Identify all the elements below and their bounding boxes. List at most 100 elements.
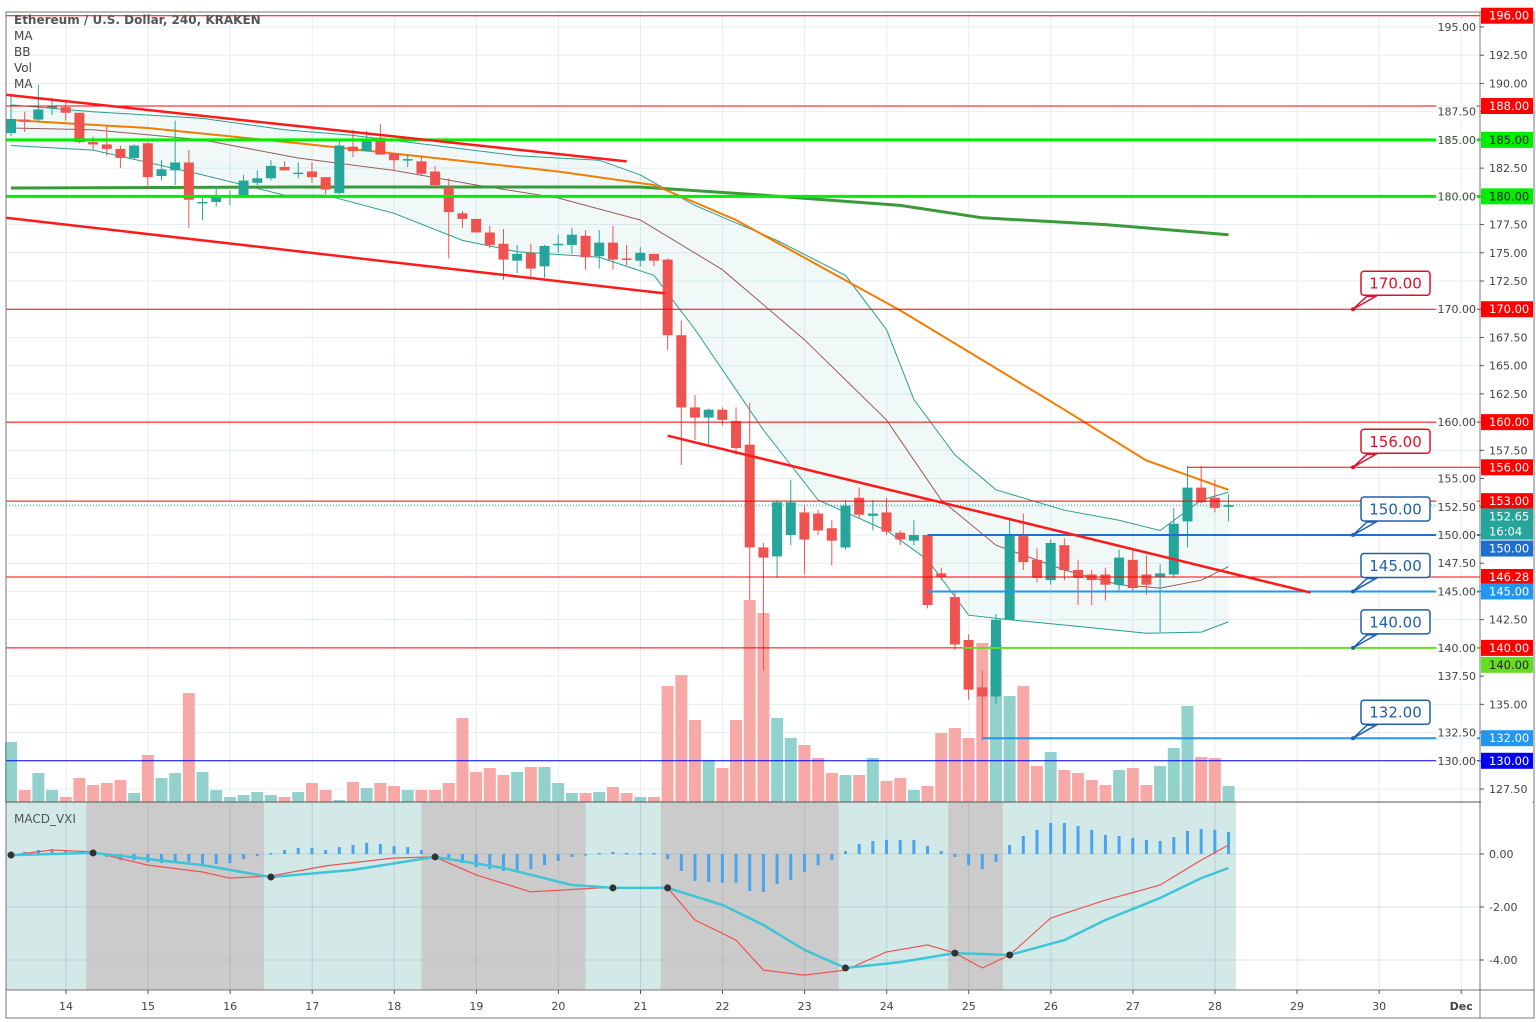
candle [197,197,208,221]
price-tick-label-bg [1436,471,1477,486]
candle [1100,567,1111,601]
candle-body [101,144,112,149]
macd-histogram-bar [953,854,957,857]
callout-label: 132.00 [1369,704,1422,722]
candle [731,407,742,455]
price-tick-label: 162.50 [1489,388,1528,401]
callout-box [1360,428,1431,455]
callout-box [1360,496,1431,522]
candle [183,150,194,228]
price-tick-label-bg [1436,499,1477,514]
candle-body [197,201,208,204]
volume-bar [1017,686,1030,802]
price-callout[interactable]: 145.00 [1351,552,1431,594]
candle [1223,494,1234,522]
macd-histogram-bar [939,851,943,854]
callout-pointer [1352,577,1379,593]
symbol-title[interactable]: Ethereum / U.S. Dollar, 240, KRAKEN [14,13,261,27]
volume-bar [114,780,127,802]
candle-body [799,512,810,540]
macd-histogram-bar [1185,830,1189,854]
volume-bar [347,782,359,802]
candle [1182,466,1193,548]
candle [1073,559,1084,605]
price-badge-label: 196.00 [1489,9,1529,23]
price-tick-label-bg [1436,669,1477,684]
macd-histogram-bar [748,854,752,892]
candle [525,243,536,278]
price-tick-label: 177.50 [1489,219,1528,232]
volume-bar [100,783,113,802]
price-callout[interactable]: 132.00 [1351,699,1431,741]
macd-histogram-bar [1021,835,1025,854]
macd-histogram-bar [693,854,697,882]
candle [539,244,550,278]
candle [621,244,632,266]
candle-body [566,234,577,245]
candle-body [484,232,495,245]
macd-histogram-bar [556,854,560,861]
candle-body [252,178,263,183]
price-tick-label: 172.50 [1489,275,1528,288]
volume-bar [524,767,537,802]
price-tick-label-bg [1436,189,1477,204]
macd-histogram-bar [1062,822,1066,854]
volume-bar [538,767,551,802]
price-badge-label: 132.00 [1489,731,1529,745]
price-callout[interactable]: 150.00 [1351,496,1431,538]
price-tick-label: 150.00 [1438,529,1477,542]
macd-histogram-bar [337,847,341,854]
candle-body [156,169,167,177]
macd-histogram-bar [501,854,505,871]
macd-histogram-bar [898,839,902,854]
price-callouts[interactable]: 170.00 156.00 150.00 145.00 140.00 132.00 [1351,270,1431,741]
legend-bb[interactable]: BB [14,45,31,59]
candle-body [717,409,728,420]
macd-bear-zone [660,802,839,990]
macd-tick-label: -2.00 [1489,901,1517,914]
candle-body [389,153,400,161]
macd-legend[interactable]: MACD_VXI [14,812,76,826]
macd-histogram-bar [679,854,683,871]
macd-histogram-bar [1199,829,1203,854]
macd-histogram-bar [816,854,820,866]
legend-ma-2[interactable]: MA [14,77,33,91]
volume-bar [1126,768,1139,802]
price-badge-label: 153.00 [1489,494,1529,508]
time-tick-label: 22 [716,1000,730,1013]
candle [662,258,673,350]
candle-body [1114,557,1125,585]
legend-vol[interactable]: Vol [14,61,32,75]
horizontal-levels[interactable] [6,15,1480,762]
trendline[interactable] [5,216,666,295]
candle-body [47,106,58,109]
candle [265,160,276,181]
trendline[interactable] [667,434,1311,594]
candle-body [525,252,536,269]
candle-body [1032,559,1042,578]
price-badge: 132.00 [1481,730,1533,747]
candle-body [60,107,71,113]
volume-bar [497,775,510,802]
time-tick-label: 15 [141,1000,155,1013]
price-tick-label-bg [1436,725,1477,740]
price-callout[interactable]: 170.00 [1351,270,1431,312]
price-badge-label: 170.00 [1489,302,1529,316]
volume-bar [552,783,565,802]
legend-ma[interactable]: MA [14,29,33,43]
price-callout[interactable]: 140.00 [1351,609,1431,650]
candle-body [320,177,331,190]
price-callout[interactable]: 156.00 [1351,428,1431,470]
trendline[interactable] [5,93,627,163]
volume-bar [415,790,428,802]
candle-body [293,172,304,175]
volume-bar [784,738,797,802]
macd-histogram-bar [543,854,547,866]
candle [293,162,304,179]
candle-body [238,180,249,198]
trendlines[interactable] [5,93,1311,594]
volume-bar [73,778,86,802]
candle [744,402,755,601]
candle [963,634,974,700]
